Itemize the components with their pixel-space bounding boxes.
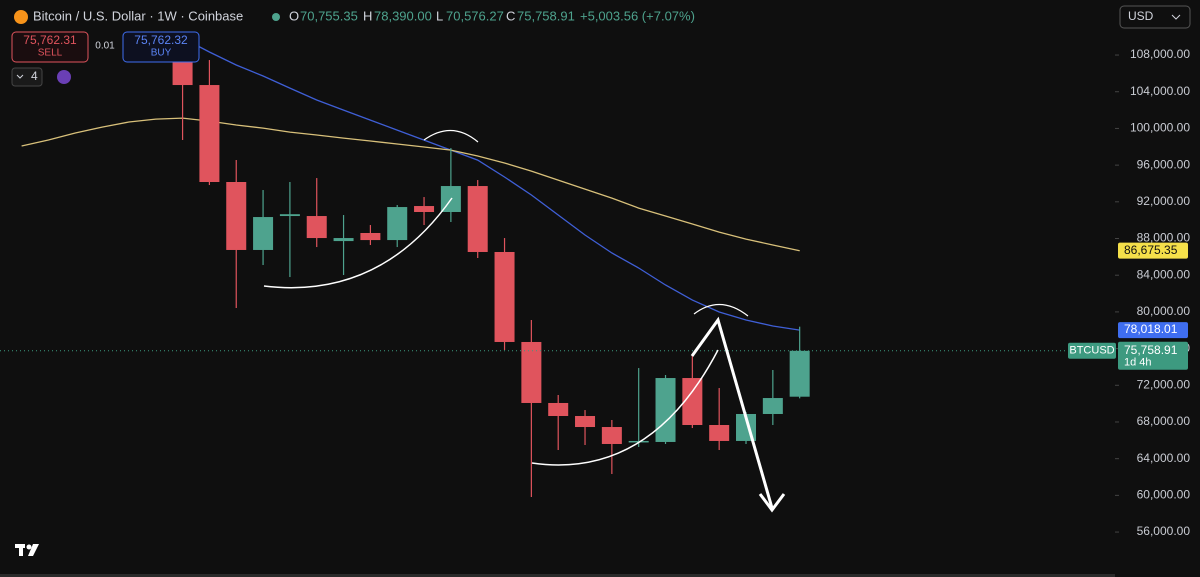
candle-body [521, 341, 542, 403]
y-tick-label: 72,000.00 [1137, 377, 1191, 391]
price-tag [1118, 242, 1188, 259]
candle-body [253, 217, 274, 250]
ohlc-value: 78,390.00 [374, 8, 432, 23]
chevron [16, 74, 24, 79]
ohlc-key: H [363, 8, 372, 23]
buy-label: BUY [151, 48, 172, 59]
candle-body [762, 398, 783, 414]
ohlc-value: 70,576.27 [446, 8, 504, 23]
ohlc-value: 70,755.35 [300, 8, 358, 23]
price-tag-label: 75,758.91 [1124, 343, 1178, 357]
y-tick-label: 60,000.00 [1137, 488, 1191, 502]
candle-body [601, 427, 622, 444]
y-tick-label: 80,000.00 [1137, 304, 1191, 318]
ohlc-key: L [436, 8, 443, 23]
candle-body [789, 350, 810, 397]
price-tag-label: 86,675.35 [1124, 243, 1178, 257]
ohlc-key: C [506, 8, 515, 23]
drawings [263, 129, 786, 513]
candle-body [333, 238, 354, 242]
y-tick-label: 104,000.00 [1130, 84, 1190, 98]
y-tick-label: 100,000.00 [1130, 121, 1190, 135]
cup-curve [531, 349, 719, 466]
candle-body [387, 207, 408, 241]
indicator-count: 4 [31, 69, 38, 83]
candle-body [548, 402, 569, 417]
sell-label: SELL [38, 48, 63, 59]
candle-body [682, 378, 703, 425]
candle-body [306, 216, 327, 239]
arrow [690, 316, 774, 509]
y-tick-label: 64,000.00 [1137, 451, 1191, 465]
arc [423, 129, 479, 143]
sell-button[interactable] [11, 31, 89, 63]
candle-body [655, 378, 676, 442]
currency: USD [1128, 9, 1154, 23]
y-tick-label: 88,000.00 [1137, 231, 1191, 245]
price-tag [1118, 322, 1188, 339]
spread: 0.01 [95, 41, 115, 52]
candle-body [414, 206, 435, 212]
candle-body [279, 214, 300, 217]
change: +5,003.56 (+7.07%) [580, 8, 695, 23]
price-tag-countdown: 1d 4h [1124, 357, 1152, 369]
ohlc-key: O [289, 8, 299, 23]
y-tick-label: 56,000.00 [1137, 524, 1191, 538]
ma-line [182, 37, 800, 331]
y-tick-label: 84,000.00 [1137, 267, 1191, 281]
candle-body [172, 60, 193, 86]
cup-curve [263, 197, 453, 289]
buy-button[interactable] [122, 31, 200, 63]
arc [693, 303, 749, 317]
scrollbar [0, 574, 1115, 577]
indicators-toggle[interactable] [11, 67, 43, 87]
status-dot [272, 13, 280, 21]
logo [15, 544, 39, 556]
candle-body [226, 181, 247, 250]
sync-icon[interactable] [57, 70, 71, 84]
candle-body [360, 233, 381, 241]
price-tag [1118, 341, 1188, 370]
arrow-head [758, 493, 786, 513]
symbol-tag [1068, 342, 1116, 359]
ohlc-value: 75,758.91 [517, 8, 575, 23]
y-tick-label: 96,000.00 [1137, 157, 1191, 171]
buy-price: 75,762.32 [134, 33, 188, 47]
candle-body [467, 186, 488, 252]
symbol[interactable]: Bitcoin / U.S. Dollar · 1W · Coinbase [33, 8, 243, 23]
y-tick-label: 108,000.00 [1130, 47, 1190, 61]
y-tick-label: 92,000.00 [1137, 194, 1191, 208]
coin-icon [14, 10, 28, 24]
candle-body [494, 251, 515, 342]
sell-price: 75,762.31 [23, 33, 77, 47]
chevron [1171, 14, 1181, 20]
symbol-tag-label: BTCUSD [1069, 345, 1114, 357]
price-tag-label: 78,018.01 [1124, 322, 1178, 336]
candle-body [575, 416, 596, 428]
y-tick-label: 68,000.00 [1137, 414, 1191, 428]
ma-line [21, 117, 800, 252]
candle-body [199, 85, 220, 182]
currency-select[interactable] [1119, 5, 1191, 29]
candle-body [709, 424, 730, 441]
